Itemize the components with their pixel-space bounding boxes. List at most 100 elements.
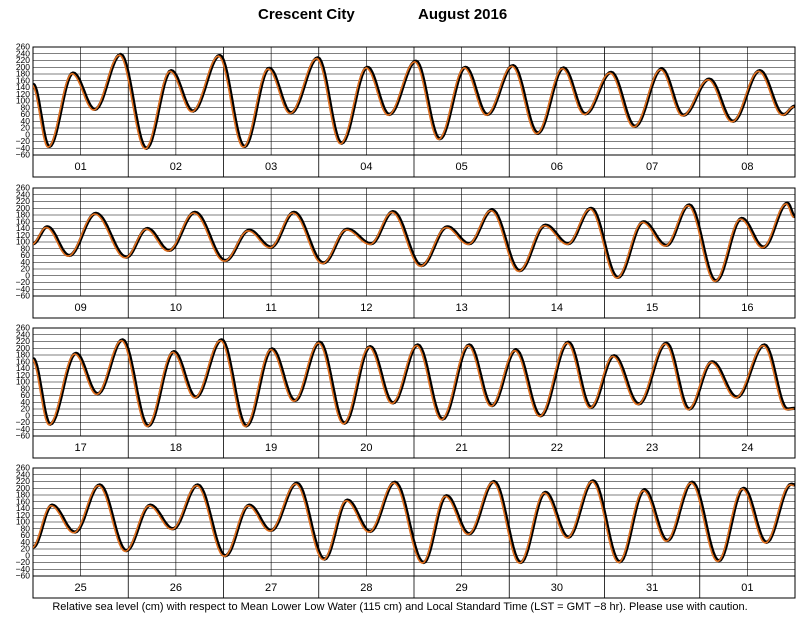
y-tick-label: 0 bbox=[25, 410, 30, 420]
tide-chart: −60−40−200204060801001201401601802002202… bbox=[16, 42, 796, 599]
plot-frame bbox=[32, 327, 796, 437]
y-tick-label: 0 bbox=[25, 129, 30, 139]
y-tick-label: 200 bbox=[16, 343, 30, 353]
day-label: 03 bbox=[265, 161, 277, 173]
y-tick-label: 240 bbox=[16, 329, 30, 339]
y-tick-label: 240 bbox=[16, 189, 30, 199]
y-tick-label: 140 bbox=[16, 223, 30, 233]
series-predicted-line bbox=[33, 339, 795, 428]
day-label: 27 bbox=[265, 582, 277, 594]
y-tick-label: 80 bbox=[21, 523, 31, 533]
y-tick-label: 260 bbox=[16, 183, 30, 193]
chart-title-month: August 2016 bbox=[418, 6, 508, 23]
y-tick-label: 240 bbox=[16, 469, 30, 479]
day-label: 28 bbox=[360, 582, 372, 594]
y-tick-label: 60 bbox=[21, 390, 31, 400]
plot-frame bbox=[32, 46, 796, 156]
y-tick-label: 140 bbox=[16, 82, 30, 92]
day-label: 31 bbox=[646, 582, 658, 594]
y-tick-label: 100 bbox=[16, 377, 30, 387]
day-label: 24 bbox=[741, 442, 753, 454]
y-tick-label: 220 bbox=[16, 476, 30, 486]
chart-caption: Relative sea level (cm) with respect to … bbox=[52, 601, 748, 613]
y-tick-label: 220 bbox=[16, 196, 30, 206]
day-label: 04 bbox=[360, 161, 372, 173]
y-tick-label: 40 bbox=[21, 397, 31, 407]
series-predicted-line bbox=[33, 54, 794, 150]
y-tick-label: 180 bbox=[16, 69, 30, 79]
y-tick-label: 180 bbox=[16, 210, 30, 220]
day-label: 10 bbox=[170, 302, 182, 314]
y-tick-label: 40 bbox=[21, 537, 31, 547]
y-tick-label: 160 bbox=[16, 356, 30, 366]
y-tick-label: 260 bbox=[16, 42, 30, 52]
y-tick-label: 180 bbox=[16, 350, 30, 360]
day-label: 18 bbox=[170, 442, 182, 454]
y-tick-label: −20 bbox=[16, 136, 31, 146]
y-tick-label: 20 bbox=[21, 264, 31, 274]
y-tick-label: 260 bbox=[16, 463, 30, 473]
y-tick-label: 40 bbox=[21, 116, 31, 126]
y-tick-label: 220 bbox=[16, 55, 30, 65]
day-label: 16 bbox=[741, 302, 753, 314]
y-tick-label: −40 bbox=[16, 284, 31, 294]
y-tick-label: 140 bbox=[16, 503, 30, 513]
day-label: 01 bbox=[741, 582, 753, 594]
day-label: 07 bbox=[646, 161, 658, 173]
y-tick-label: −20 bbox=[16, 557, 31, 567]
y-tick-label: 200 bbox=[16, 62, 30, 72]
plot-frame bbox=[32, 467, 796, 577]
day-label: 17 bbox=[75, 442, 87, 454]
day-label: 23 bbox=[646, 442, 658, 454]
series-observed-line bbox=[33, 338, 795, 428]
y-tick-label: 220 bbox=[16, 336, 30, 346]
y-tick-label: −40 bbox=[16, 143, 31, 153]
y-tick-label: 20 bbox=[21, 404, 31, 414]
day-label: 08 bbox=[741, 161, 753, 173]
y-tick-label: 60 bbox=[21, 109, 31, 119]
y-tick-label: 0 bbox=[25, 270, 30, 280]
y-tick-label: 120 bbox=[16, 370, 30, 380]
day-label: 22 bbox=[551, 442, 563, 454]
y-tick-label: 100 bbox=[16, 237, 30, 247]
day-label: 25 bbox=[75, 582, 87, 594]
day-label: 30 bbox=[551, 582, 563, 594]
y-tick-label: −60 bbox=[16, 291, 31, 301]
y-tick-label: −40 bbox=[16, 424, 31, 434]
y-tick-label: −20 bbox=[16, 417, 31, 427]
day-label: 06 bbox=[551, 161, 563, 173]
y-tick-label: −60 bbox=[16, 571, 31, 581]
day-label: 12 bbox=[360, 302, 372, 314]
series-predicted-line bbox=[33, 203, 795, 283]
y-tick-label: 40 bbox=[21, 257, 31, 267]
day-label: 20 bbox=[360, 442, 372, 454]
day-label: 02 bbox=[170, 161, 182, 173]
y-tick-label: 100 bbox=[16, 517, 30, 527]
day-label: 11 bbox=[265, 302, 276, 314]
series-predicted-line bbox=[33, 480, 795, 565]
y-tick-label: 200 bbox=[16, 483, 30, 493]
y-tick-label: 20 bbox=[21, 123, 31, 133]
y-tick-label: 160 bbox=[16, 75, 30, 85]
series-observed-line bbox=[33, 52, 795, 150]
y-tick-label: 200 bbox=[16, 203, 30, 213]
y-tick-label: 120 bbox=[16, 230, 30, 240]
y-tick-label: 140 bbox=[16, 363, 30, 373]
y-tick-label: 80 bbox=[21, 383, 31, 393]
y-tick-label: 160 bbox=[16, 496, 30, 506]
y-tick-label: 120 bbox=[16, 510, 30, 520]
y-tick-label: 160 bbox=[16, 216, 30, 226]
y-tick-label: 260 bbox=[16, 323, 30, 333]
y-tick-label: 80 bbox=[21, 102, 31, 112]
day-label: 29 bbox=[456, 582, 468, 594]
day-label: 21 bbox=[456, 442, 468, 454]
day-label: 13 bbox=[456, 302, 468, 314]
y-tick-label: 60 bbox=[21, 250, 31, 260]
chart-title-station: Crescent City bbox=[258, 6, 355, 23]
day-label: 19 bbox=[265, 442, 277, 454]
day-label: 14 bbox=[551, 302, 563, 314]
y-tick-label: −60 bbox=[16, 431, 31, 441]
y-tick-label: 20 bbox=[21, 544, 31, 554]
y-tick-label: −20 bbox=[16, 277, 31, 287]
y-tick-label: −60 bbox=[16, 150, 31, 160]
